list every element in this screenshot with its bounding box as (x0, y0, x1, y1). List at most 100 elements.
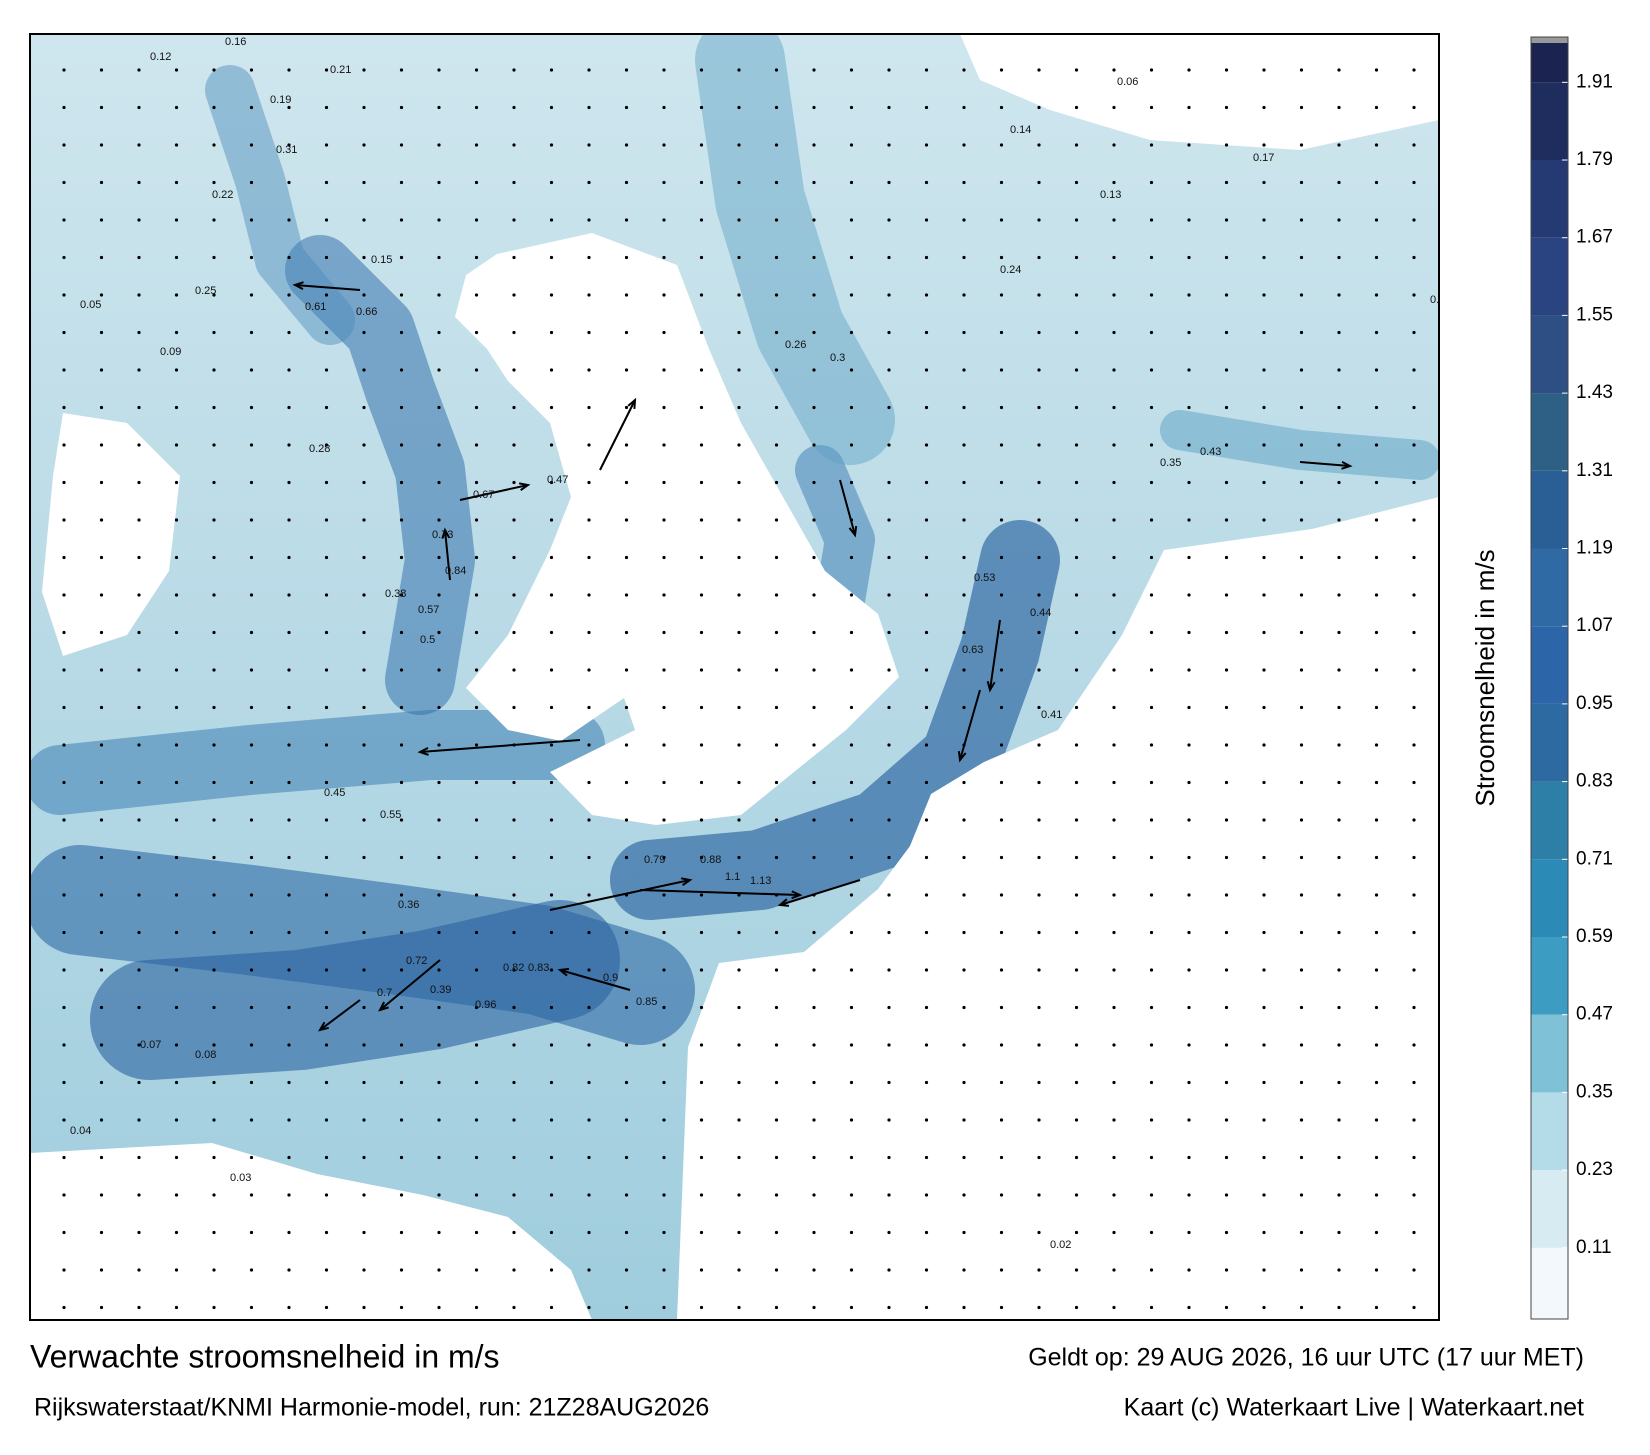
vector-dot (1337, 743, 1341, 747)
vector-dot (924, 968, 929, 972)
colorbar-band (1531, 1170, 1568, 1248)
vector-dot (887, 705, 891, 710)
vector-dot (512, 1305, 516, 1310)
vector-dot (174, 1080, 179, 1085)
vector-dot (474, 180, 479, 185)
vector-dot (812, 68, 816, 72)
vector-dot (1224, 1305, 1229, 1310)
vector-dot (962, 1193, 966, 1197)
vector-dot (437, 705, 441, 710)
vector-dot (137, 893, 141, 897)
vector-dot (1149, 218, 1154, 222)
vector-dot (137, 1155, 141, 1160)
vector-dot (812, 968, 816, 972)
vector-dot (1074, 180, 1079, 185)
vector-dot (362, 368, 366, 372)
vector-dot (62, 1155, 66, 1160)
vector-dot (212, 143, 216, 147)
vector-dot (924, 405, 929, 410)
vector-dot (1337, 930, 1341, 935)
vector-dot (1412, 593, 1416, 597)
vector-dot (587, 1155, 591, 1160)
vector-dot (1037, 1305, 1041, 1310)
colorbar-band (1531, 160, 1568, 238)
vector-dot (849, 893, 854, 897)
vector-dot (399, 255, 404, 260)
vector-dot (1262, 330, 1266, 335)
colorbar-frame (1530, 36, 1569, 1320)
vector-dot (212, 1080, 216, 1085)
vector-dot (399, 443, 404, 447)
vector-dot (999, 180, 1004, 185)
vector-dot (249, 255, 254, 260)
vector-dot (249, 1230, 254, 1235)
vector-dot (924, 105, 929, 110)
vector-dot (1224, 68, 1229, 72)
vector-dot (849, 143, 854, 147)
vector-dot (212, 68, 216, 72)
arrow-head (557, 967, 570, 977)
vector-dot (137, 105, 141, 110)
vector-dot (287, 1005, 291, 1010)
vector-dot (849, 405, 854, 410)
vector-dot (1299, 1268, 1304, 1272)
vector-dot (924, 780, 929, 785)
vector-dot (1224, 368, 1229, 372)
vector-dot (924, 68, 929, 72)
colorbar-tick-label: 1.31 (1576, 460, 1613, 481)
vector-dot (849, 668, 854, 672)
vector-dot (1412, 330, 1416, 335)
vector-dot (512, 1155, 516, 1160)
vector-dot (849, 443, 854, 447)
vector-dot (962, 893, 966, 897)
vector-dot (924, 1080, 929, 1085)
vector-dot (1262, 180, 1266, 185)
vector-dot (1299, 1193, 1304, 1197)
vector-dot (1337, 1305, 1341, 1310)
vector-dot (924, 255, 929, 260)
vector-dot (324, 705, 329, 710)
vector-dot (512, 255, 516, 260)
vector-dot (1412, 480, 1416, 485)
vector-dot (1262, 480, 1266, 485)
vector-dot (1412, 705, 1416, 710)
vector-dot (474, 705, 479, 710)
speed-label: 0.24 (1000, 264, 1021, 276)
vector-dot (624, 630, 629, 635)
vector-dot (887, 1268, 891, 1272)
vector-dot (1412, 368, 1416, 372)
vector-dot (1074, 780, 1079, 785)
vector-dot (1262, 1268, 1266, 1272)
vector-dot (137, 855, 141, 860)
vector-dot (737, 1043, 741, 1047)
vector-dot (887, 143, 891, 147)
vector-dot (287, 518, 291, 522)
vector-dot (699, 818, 704, 822)
vector-dot (1149, 368, 1154, 372)
vector-dot (324, 518, 329, 522)
vector-dot (737, 405, 741, 410)
vector-dot (174, 930, 179, 935)
vector-dot (1299, 818, 1304, 822)
vector-dot (474, 518, 479, 522)
speed-label: 0.85 (636, 996, 657, 1008)
vector-dot (1112, 593, 1116, 597)
vector-dot (249, 180, 254, 185)
vector-dot (99, 968, 104, 972)
vector-dot (399, 518, 404, 522)
vector-dot (1262, 255, 1266, 260)
colorbar-band (1531, 1014, 1568, 1093)
vector-dot (474, 1080, 479, 1085)
vector-dot (287, 1043, 291, 1047)
vector-dot (512, 1268, 516, 1272)
vector-dot (774, 180, 779, 185)
vector-dot (924, 1155, 929, 1160)
vector-dot (287, 330, 291, 335)
vector-dot (1149, 743, 1154, 747)
vector-dot (812, 930, 816, 935)
vector-dot (1074, 1118, 1079, 1122)
colorbar: 0.11 0.23 0.35 0.47 0.59 0.71 0.83 0.95 1.07 1.19… (1531, 37, 1613, 1319)
vector-dot (999, 555, 1004, 560)
vector-dot (587, 818, 591, 822)
vector-dot (699, 68, 704, 72)
